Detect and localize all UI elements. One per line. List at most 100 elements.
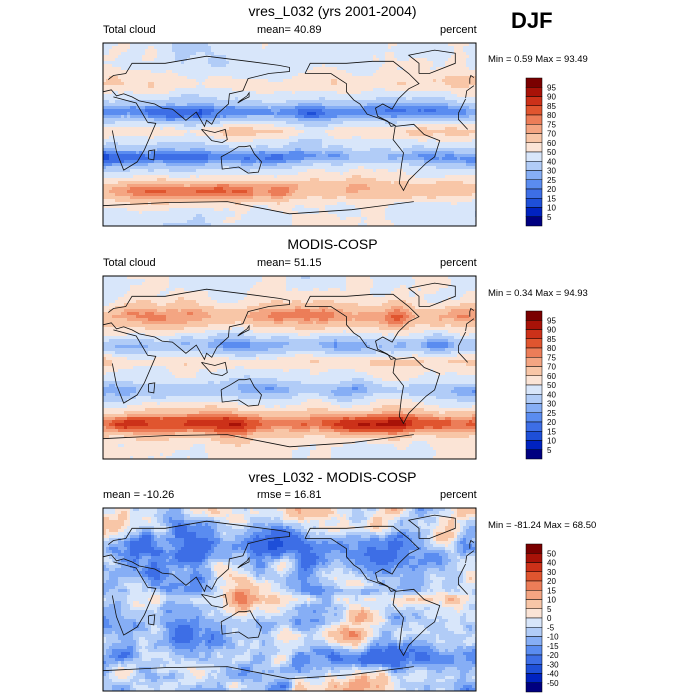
field-cell (247, 73, 251, 77)
field-cell (241, 160, 245, 164)
field-cell (439, 112, 443, 116)
field-cell (172, 160, 176, 164)
field-cell (175, 64, 179, 68)
field-cell (268, 115, 272, 119)
field-cell (319, 145, 323, 149)
field-cell (391, 52, 395, 56)
field-cell (388, 157, 392, 161)
field-cell (439, 100, 443, 104)
field-cell (271, 133, 275, 137)
field-cell (232, 118, 236, 122)
field-cell (361, 85, 365, 89)
field-cell (136, 97, 140, 101)
field-cell (265, 58, 269, 62)
field-cell (151, 148, 155, 152)
field-cell (391, 82, 395, 86)
field-cell (223, 70, 227, 74)
field-cell (355, 148, 359, 152)
field-cell (433, 76, 437, 80)
field-cell (472, 70, 476, 74)
field-cell (112, 79, 116, 83)
field-cell (364, 130, 368, 134)
field-cell (307, 88, 311, 92)
field-cell (223, 142, 227, 146)
field-cell (364, 103, 368, 107)
field-cell (424, 94, 428, 98)
field-cell (394, 79, 398, 83)
field-cell (205, 82, 209, 86)
field-cell (139, 79, 143, 83)
field-cell (460, 91, 464, 95)
field-cell (265, 148, 269, 152)
field-cell (403, 109, 407, 113)
field-cell (394, 88, 398, 92)
field-cell (124, 103, 128, 107)
field-cell (280, 106, 284, 110)
field-cell (226, 46, 230, 50)
field-cell (265, 112, 269, 116)
field-cell (226, 112, 230, 116)
panel3-left-label: mean = -10.26 (103, 489, 174, 501)
field-cell (460, 61, 464, 65)
field-cell (151, 97, 155, 101)
field-cell (226, 100, 230, 104)
field-cell (202, 112, 206, 116)
field-cell (136, 94, 140, 98)
field-cell (208, 82, 212, 86)
field-cell (193, 73, 197, 77)
field-cell (427, 151, 431, 155)
field-cell (250, 112, 254, 116)
field-cell (460, 136, 464, 140)
field-cell (253, 64, 257, 68)
field-cell (232, 106, 236, 110)
field-cell (466, 145, 470, 149)
field-cell (424, 97, 428, 101)
field-cell (268, 124, 272, 128)
field-cell (118, 94, 122, 98)
field-cell (436, 82, 440, 86)
field-cell (451, 58, 455, 62)
field-cell (298, 55, 302, 59)
field-cell (229, 73, 233, 77)
field-cell (316, 49, 320, 53)
field-cell (190, 124, 194, 128)
field-cell (373, 43, 377, 47)
field-cell (349, 130, 353, 134)
field-cell (472, 136, 476, 140)
field-cell (157, 148, 161, 152)
field-cell (244, 124, 248, 128)
field-cell (373, 139, 377, 143)
field-cell (139, 148, 143, 152)
field-cell (376, 151, 380, 155)
field-cell (340, 61, 344, 65)
field-cell (328, 43, 332, 47)
field-cell (139, 76, 143, 80)
field-cell (325, 157, 329, 161)
field-cell (130, 91, 134, 95)
field-cell (352, 88, 356, 92)
field-cell (151, 124, 155, 128)
field-cell (196, 70, 200, 74)
field-cell (115, 70, 119, 74)
field-cell (361, 70, 365, 74)
field-cell (457, 100, 461, 104)
field-cell (304, 82, 308, 86)
field-cell (358, 58, 362, 62)
field-cell (322, 67, 326, 71)
field-cell (316, 139, 320, 143)
field-cell (280, 67, 284, 71)
field-cell (460, 151, 464, 155)
field-cell (439, 97, 443, 101)
field-cell (103, 97, 107, 101)
field-cell (328, 124, 332, 128)
field-cell (370, 49, 374, 53)
field-cell (388, 43, 392, 47)
field-cell (214, 82, 218, 86)
field-cell (148, 85, 152, 89)
field-cell (175, 73, 179, 77)
field-cell (226, 94, 230, 98)
field-cell (178, 64, 182, 68)
field-cell (181, 148, 185, 152)
field-cell (322, 106, 326, 110)
field-cell (136, 70, 140, 74)
